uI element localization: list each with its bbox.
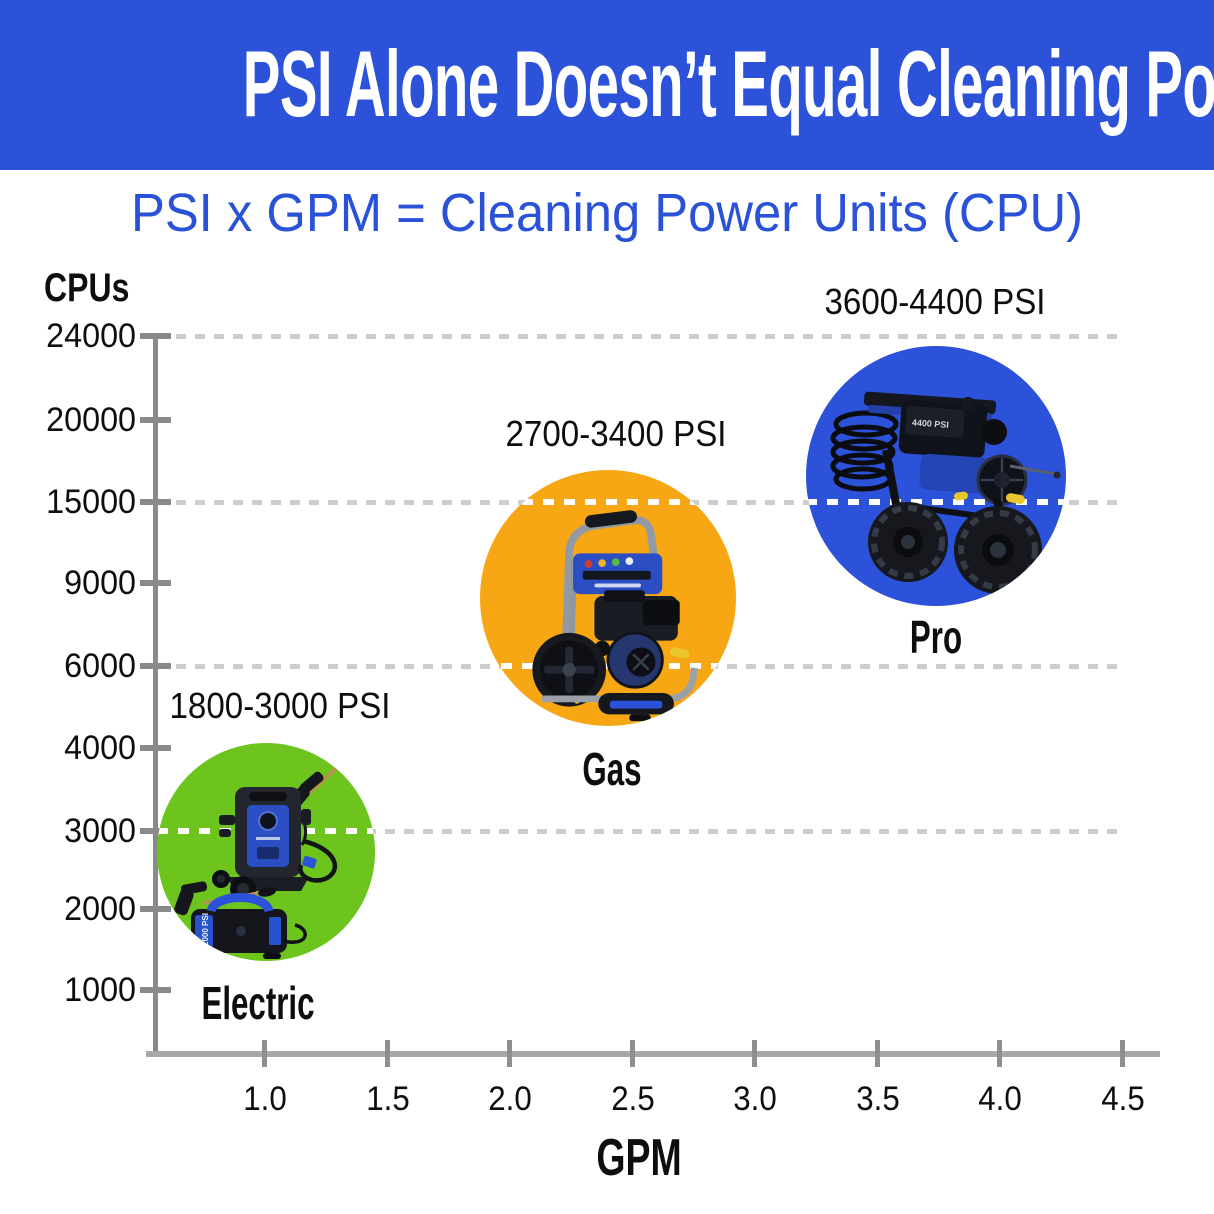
white-dash-15000 [480, 499, 736, 505]
y-tick-mark [140, 417, 171, 423]
x-tick-label: 3.5 [856, 1080, 900, 1118]
pro-psi-range-label: 3600-4400 PSI [824, 281, 1046, 322]
y-tick-mark [140, 906, 171, 912]
x-tick-mark [1120, 1040, 1125, 1067]
x-tick-label: 4.5 [1101, 1080, 1145, 1118]
y-tick-label: 6000 [64, 647, 136, 685]
x-tick-mark [997, 1040, 1002, 1067]
header-banner: PSI Alone Doesn’t Equal Cleaning Power [0, 0, 1214, 170]
y-tick-mark [140, 745, 171, 751]
pro-product-photo: 4400 PSI [830, 391, 1061, 594]
x-tick-mark [630, 1040, 635, 1067]
y-tick-mark [140, 499, 171, 505]
x-tick-label: 2.5 [611, 1080, 655, 1118]
x-tick-mark [752, 1040, 757, 1067]
page-title: PSI Alone Doesn’t Equal Cleaning Power [242, 31, 1214, 136]
y-tick-mark [140, 828, 171, 834]
gas-product-photo [532, 510, 698, 722]
y-tick-mark [140, 987, 171, 993]
x-tick-label: 1.5 [366, 1080, 410, 1118]
y-tick-mark [140, 663, 171, 669]
electric-product-photo: 2000 PSI [174, 752, 354, 959]
x-tick-mark [507, 1040, 512, 1067]
x-tick-label: 2.0 [488, 1080, 532, 1118]
y-tick-label: 4000 [64, 729, 136, 767]
electric-bubble: 2000 PSI [157, 743, 375, 961]
white-dash-15000 [806, 499, 1066, 505]
pro-engine-psi-text: 4400 PSI [912, 417, 950, 430]
y-tick-label: 24000 [46, 317, 137, 355]
gridline-3000 [157, 829, 1118, 834]
formula-heading: PSI x GPM = Cleaning Power Units (CPU) [130, 183, 1084, 243]
gridline-24000 [157, 334, 1118, 339]
electric-psi-range-label: 1800-3000 PSI [169, 685, 391, 726]
x-tick-mark [875, 1040, 880, 1067]
electric-unit-psi-text: 2000 PSI [201, 913, 210, 946]
pro-category-label: Pro [909, 611, 963, 663]
x-tick-label: 3.0 [733, 1080, 777, 1118]
x-tick-mark [262, 1040, 267, 1067]
y-axis-title: CPUs [44, 266, 130, 310]
gas-psi-range-label: 2700-3400 PSI [505, 413, 727, 454]
electric-category-label: Electric [201, 977, 315, 1029]
y-tick-mark [140, 580, 171, 586]
y-tick-label: 2000 [64, 890, 136, 928]
y-tick-label: 1000 [64, 971, 136, 1009]
x-axis-line [146, 1051, 1160, 1057]
y-tick-mark [140, 333, 171, 339]
y-tick-label: 3000 [64, 812, 136, 850]
x-tick-label: 4.0 [978, 1080, 1022, 1118]
gas-bubble [480, 470, 736, 726]
y-tick-label: 9000 [64, 564, 136, 602]
y-tick-label: 20000 [46, 401, 137, 439]
pro-bubble: 4400 PSI [806, 346, 1066, 606]
x-axis-title: GPM [596, 1129, 682, 1187]
gas-category-label: Gas [582, 743, 642, 795]
x-tick-label: 1.0 [243, 1080, 287, 1118]
y-axis-line [153, 333, 158, 1056]
x-tick-mark [385, 1040, 390, 1067]
y-tick-label: 15000 [46, 483, 137, 521]
